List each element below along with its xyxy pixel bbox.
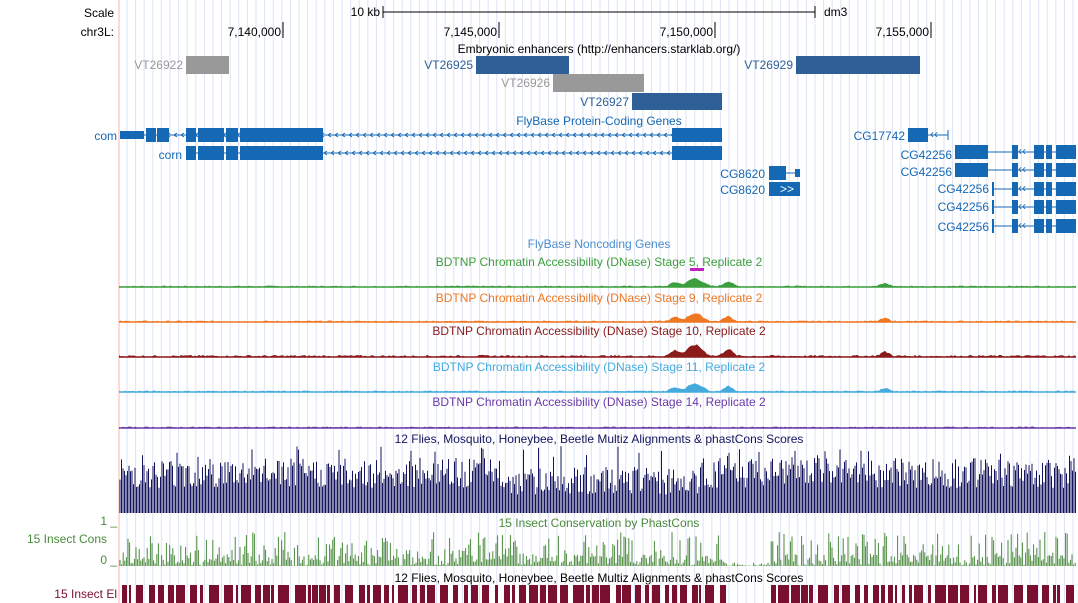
position-tick-label: 7,145,000	[444, 25, 498, 39]
enhancer-label[interactable]: VT26929	[744, 58, 793, 72]
position-tick-label: 7,155,000	[876, 25, 930, 39]
dnase-signal-stage11	[119, 383, 1076, 393]
gene-label-cg42256[interactable]: CG42256	[938, 220, 990, 234]
enhancer-feature[interactable]	[476, 56, 569, 74]
dnase-track-title[interactable]: BDTNP Chromatin Accessibility (DNase) St…	[433, 360, 766, 374]
enhancer-label[interactable]: VT26922	[134, 58, 183, 72]
dnase-signal-stage5	[119, 268, 1076, 288]
scale-bar-label: 10 kb	[351, 5, 381, 19]
dnase-track-title[interactable]: BDTNP Chromatin Accessibility (DNase) St…	[436, 255, 763, 269]
gene-corn-model[interactable]	[186, 146, 722, 160]
enhancer-feature[interactable]	[632, 93, 722, 110]
gene-cg42256-models[interactable]: ‹‹ ‹‹ ‹‹ ‹‹ ‹‹	[955, 144, 1076, 233]
enhancer-feature[interactable]	[796, 56, 920, 74]
phastcons-axis-bottom: 0 _	[100, 553, 117, 567]
enhancer-feature[interactable]	[553, 74, 644, 92]
gene-label-cg42256[interactable]: CG42256	[938, 182, 990, 196]
svg-text:‹‹: ‹‹	[1018, 199, 1026, 213]
gene-cg17742-model[interactable]: ‹‹	[908, 127, 949, 142]
phastcons-track-title[interactable]: 15 Insect Conservation by PhastCons	[499, 516, 700, 530]
gene-cg8620-model[interactable]: >>	[769, 182, 800, 196]
gene-label-cg42256[interactable]: CG42256	[938, 200, 990, 214]
elements-left-label[interactable]: 15 Insect El	[54, 587, 117, 601]
svg-text:‹‹: ‹‹	[1018, 144, 1026, 158]
position-ruler	[282, 22, 932, 38]
dnase-signal-stage10	[119, 344, 1076, 358]
enhancer-feature[interactable]	[186, 56, 229, 74]
strand-chevron-icon: ‹‹	[930, 127, 938, 141]
assembly-label: dm3	[824, 5, 848, 19]
gene-label-cg8620[interactable]: CG8620	[720, 183, 765, 197]
svg-text:‹‹: ‹‹	[1018, 162, 1026, 176]
scale-label: Scale	[84, 6, 114, 20]
gene-label-corn[interactable]: corn	[159, 148, 182, 162]
conserved-elements	[122, 585, 1074, 603]
gene-label-cg42256[interactable]: CG42256	[901, 148, 953, 162]
multiz-track-title[interactable]: 12 Flies, Mosquito, Honeybee, Beetle Mul…	[395, 432, 804, 446]
gene-label-cg8620[interactable]: CG8620	[720, 167, 765, 181]
phastcons-axis-top: 1 _	[100, 514, 117, 528]
phastcons-left-label[interactable]: 15 Insect Cons	[27, 532, 107, 546]
dnase-track-title[interactable]: BDTNP Chromatin Accessibility (DNase) St…	[432, 395, 766, 409]
flybase-coding-track-title[interactable]: FlyBase Protein-Coding Genes	[516, 114, 681, 128]
svg-text:‹‹: ‹‹	[1018, 181, 1026, 195]
gene-label-cg17742[interactable]: CG17742	[854, 129, 906, 143]
enhancer-label[interactable]: VT26925	[424, 58, 473, 72]
phastcons-signal	[119, 532, 1076, 566]
svg-text:‹‹: ‹‹	[1018, 218, 1026, 232]
dnase-signal-stage9	[119, 313, 1076, 323]
gene-com-model[interactable]	[120, 128, 722, 142]
position-tick-label: 7,140,000	[228, 25, 282, 39]
enhancer-label[interactable]: VT26926	[501, 76, 550, 90]
chrom-label: chr3L:	[81, 25, 114, 39]
enhancer-label[interactable]: VT26927	[580, 95, 629, 109]
strand-chevron-icon: >>	[780, 182, 794, 196]
enhancers-track-title[interactable]: Embryonic enhancers (http://enhancers.st…	[458, 42, 741, 56]
dnase-track-title[interactable]: BDTNP Chromatin Accessibility (DNase) St…	[436, 291, 763, 305]
gene-cg8620-model[interactable]	[769, 166, 800, 180]
dnase-signal-stage14	[119, 426, 1076, 429]
scale-bar	[382, 6, 816, 18]
multiz-conservation-signal	[119, 446, 1076, 513]
position-tick-label: 7,150,000	[660, 25, 714, 39]
gene-label-com[interactable]: com	[94, 129, 117, 143]
flybase-noncoding-track-title[interactable]: FlyBase Noncoding Genes	[528, 237, 671, 251]
dnase-track-title[interactable]: BDTNP Chromatin Accessibility (DNase) St…	[432, 324, 766, 338]
gene-label-cg42256[interactable]: CG42256	[901, 165, 953, 179]
multiz-track-title-2[interactable]: 12 Flies, Mosquito, Honeybee, Beetle Mul…	[395, 571, 804, 585]
